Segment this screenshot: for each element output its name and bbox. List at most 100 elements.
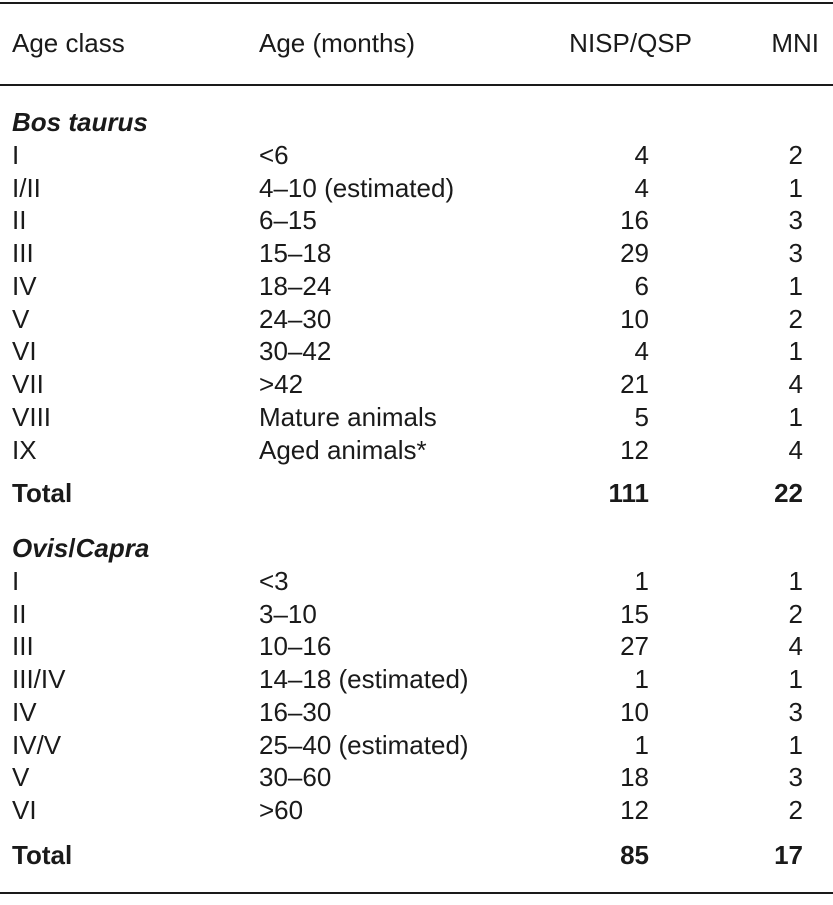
age-months-cell: 15–18 xyxy=(259,238,332,268)
age-months-cell: <3 xyxy=(259,566,289,596)
age-months-cell: 4–10 (estimated) xyxy=(259,173,455,203)
section-title-bos: Bos taurus xyxy=(12,106,148,139)
age-months-cell: 14–18 (estimated) xyxy=(259,664,469,694)
total-label: Total xyxy=(12,840,73,870)
age-class-cell: IV/V xyxy=(12,730,62,760)
age-class-cell: VII xyxy=(12,369,44,399)
section-title-ovis: Ovis/Capra xyxy=(12,532,149,565)
age-months-cell: 3–10 xyxy=(259,599,317,629)
age-months-cell: <6 xyxy=(259,140,289,170)
table-row: V 30–60 18 3 xyxy=(0,761,833,794)
section-title-ovis-b: Capra xyxy=(75,533,150,563)
age-months-cell: Mature animals xyxy=(259,402,437,432)
age-months-cell: 30–42 xyxy=(259,336,332,366)
header-mni: MNI xyxy=(771,28,819,58)
nisp-cell: 12 xyxy=(620,435,649,465)
nisp-cell: 10 xyxy=(620,697,649,727)
age-months-cell: 16–30 xyxy=(259,697,332,727)
age-class-cell: III xyxy=(12,238,34,268)
mni-cell: 2 xyxy=(788,140,803,170)
mni-cell: 3 xyxy=(788,697,803,727)
nisp-cell: 27 xyxy=(620,631,649,661)
table-row: VI 30–42 4 1 xyxy=(0,335,833,368)
age-class-cell: III xyxy=(12,631,34,661)
total-nisp: 111 xyxy=(608,478,649,508)
age-class-cell: II xyxy=(12,205,27,235)
mni-cell: 3 xyxy=(788,238,803,268)
top-rule xyxy=(0,2,833,4)
total-row-bos: Total 111 22 xyxy=(0,477,833,510)
total-row-ovis: Total 85 17 xyxy=(0,839,833,872)
mni-cell: 3 xyxy=(788,205,803,235)
age-months-cell: 30–60 xyxy=(259,762,332,792)
table-row: II 6–15 16 3 xyxy=(0,204,833,237)
age-months-cell: 18–24 xyxy=(259,271,332,301)
table-row: I <6 4 2 xyxy=(0,139,833,172)
mni-cell: 3 xyxy=(788,762,803,792)
mni-cell: 2 xyxy=(788,795,803,825)
mni-cell: 2 xyxy=(788,304,803,334)
mni-cell: 4 xyxy=(788,631,803,661)
mni-cell: 1 xyxy=(788,664,803,694)
table-row: VII >42 21 4 xyxy=(0,368,833,401)
age-class-cell: I xyxy=(12,566,20,596)
nisp-cell: 15 xyxy=(620,599,649,629)
nisp-cell: 10 xyxy=(620,304,649,334)
nisp-cell: 5 xyxy=(634,402,649,432)
nisp-cell: 4 xyxy=(634,173,649,203)
mni-cell: 1 xyxy=(788,336,803,366)
nisp-cell: 29 xyxy=(620,238,649,268)
age-class-cell: II xyxy=(12,599,27,629)
total-mni: 22 xyxy=(774,478,803,508)
table-row: III/IV 14–18 (estimated) 1 1 xyxy=(0,663,833,696)
total-nisp: 85 xyxy=(620,840,649,870)
table-row: III 10–16 27 4 xyxy=(0,630,833,663)
age-months-cell: >60 xyxy=(259,795,304,825)
age-months-cell: 25–40 (estimated) xyxy=(259,730,469,760)
age-class-cell: IV xyxy=(12,697,37,727)
nisp-cell: 6 xyxy=(634,271,649,301)
mni-cell: 1 xyxy=(788,566,803,596)
table-row: II 3–10 15 2 xyxy=(0,598,833,631)
age-class-cell: VI xyxy=(12,795,37,825)
table-row: I/II 4–10 (estimated) 4 1 xyxy=(0,172,833,205)
header-row: Age class Age (months) NISP/QSP MNI xyxy=(0,27,833,60)
nisp-cell: 4 xyxy=(634,140,649,170)
section-title-ovis-slash: / xyxy=(68,533,76,563)
section-title-bos-text: Bos taurus xyxy=(12,107,148,137)
age-class-cell: I xyxy=(12,140,20,170)
age-class-cell: V xyxy=(12,304,30,334)
mni-cell: 1 xyxy=(788,173,803,203)
table-row: IX Aged animals* 12 4 xyxy=(0,434,833,467)
header-nisp: NISP/QSP xyxy=(569,28,692,58)
table-row: VIII Mature animals 5 1 xyxy=(0,401,833,434)
nisp-cell: 1 xyxy=(634,730,649,760)
age-months-cell: 10–16 xyxy=(259,631,332,661)
mni-cell: 1 xyxy=(788,402,803,432)
nisp-cell: 21 xyxy=(620,369,649,399)
mni-cell: 4 xyxy=(788,435,803,465)
mni-cell: 1 xyxy=(788,271,803,301)
total-mni: 17 xyxy=(774,840,803,870)
table-row: V 24–30 10 2 xyxy=(0,303,833,336)
table-row: IV 16–30 10 3 xyxy=(0,696,833,729)
section-title-ovis-a: Ovis xyxy=(12,533,69,563)
total-label: Total xyxy=(12,478,73,508)
nisp-cell: 18 xyxy=(620,762,649,792)
mni-cell: 4 xyxy=(788,369,803,399)
table-row: IV/V 25–40 (estimated) 1 1 xyxy=(0,729,833,762)
header-age-months: Age (months) xyxy=(259,28,416,58)
bottom-rule xyxy=(0,892,833,894)
nisp-cell: 1 xyxy=(634,664,649,694)
table-row: VI >60 12 2 xyxy=(0,794,833,827)
mni-cell: 1 xyxy=(788,730,803,760)
mni-cell: 2 xyxy=(788,599,803,629)
table-row: III 15–18 29 3 xyxy=(0,237,833,270)
age-class-cell: III/IV xyxy=(12,664,66,694)
header-age-class: Age class xyxy=(12,28,125,58)
age-class-cell: IV xyxy=(12,271,37,301)
age-months-cell: 24–30 xyxy=(259,304,332,334)
nisp-cell: 1 xyxy=(634,566,649,596)
age-months-cell: Aged animals* xyxy=(259,435,427,465)
age-months-cell: 6–15 xyxy=(259,205,317,235)
